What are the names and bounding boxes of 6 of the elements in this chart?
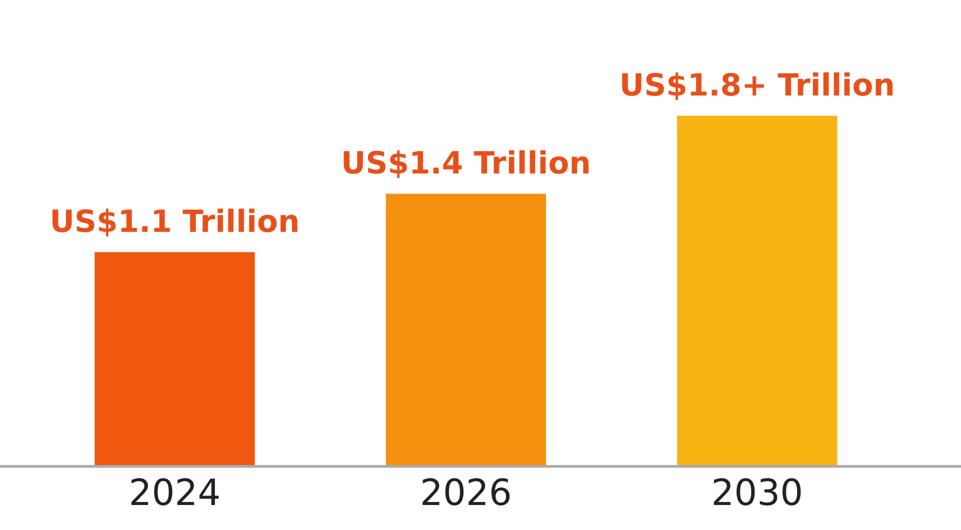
data-label: US$1.1 Trillion xyxy=(52,208,298,236)
data-label: US$1.8+ Trillion xyxy=(622,72,893,100)
x-tick-label: 2026 xyxy=(422,478,510,506)
data-label: US$1.4 Trillion xyxy=(344,150,589,178)
x-tick-label: 2024 xyxy=(131,478,219,506)
x-tick-label: 2030 xyxy=(714,478,801,506)
